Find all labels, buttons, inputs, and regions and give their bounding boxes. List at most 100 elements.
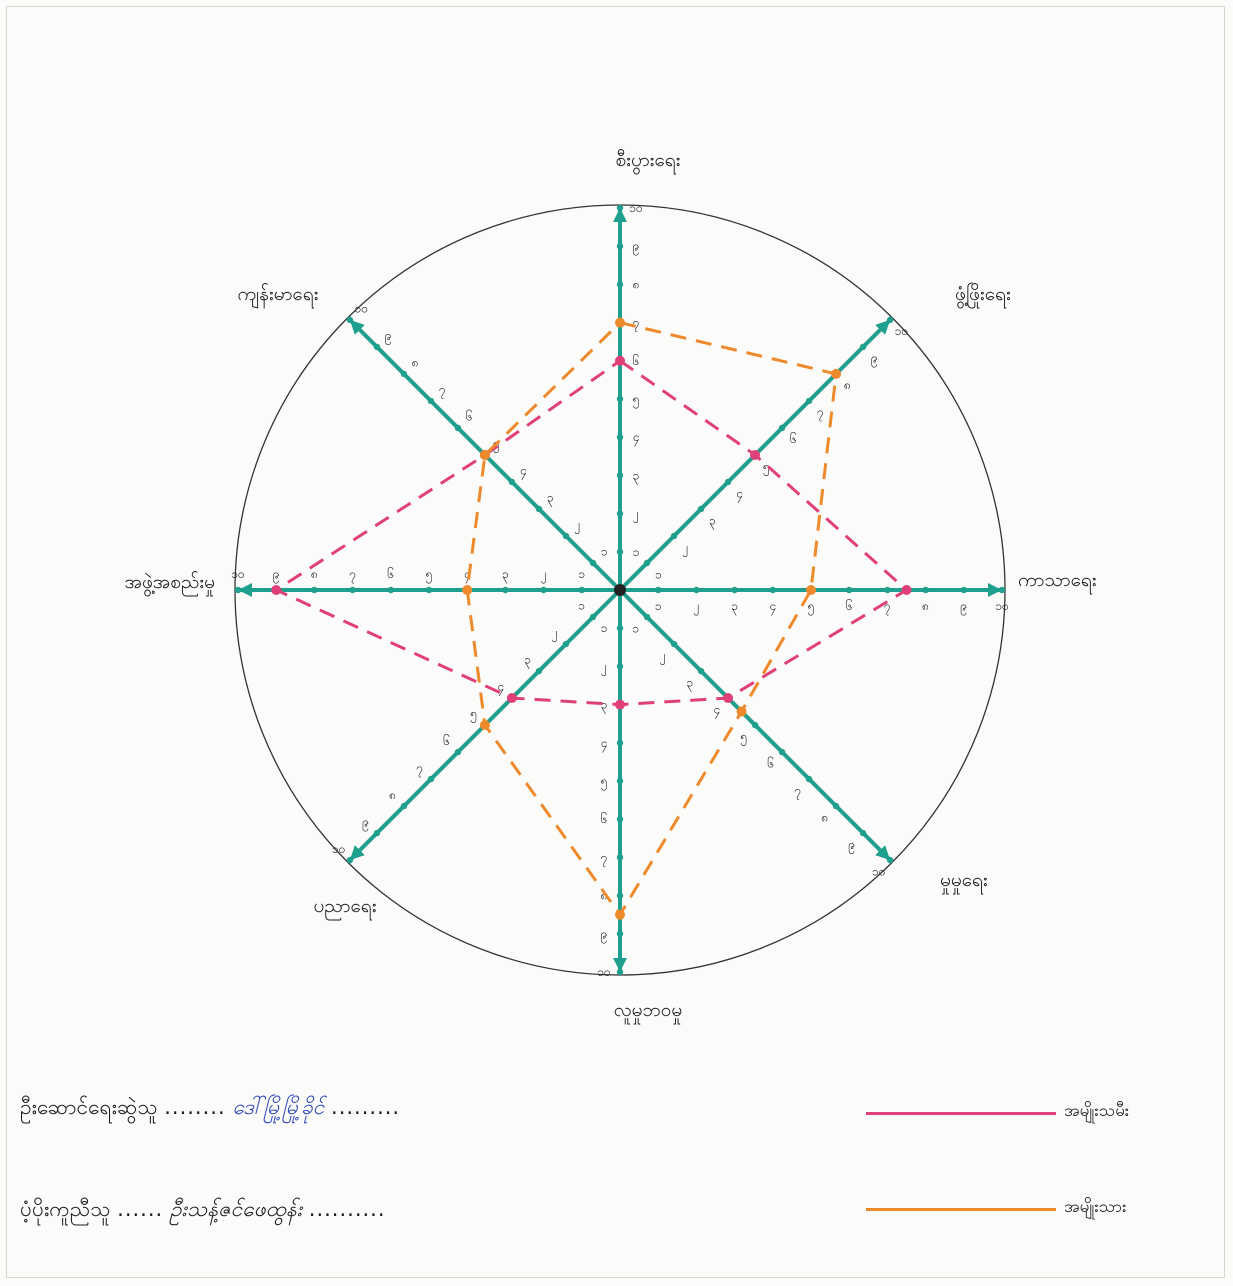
tick-label-7-7: ၇ bbox=[439, 383, 446, 400]
axis-tick-7-1 bbox=[589, 559, 597, 567]
tick-label-0-5: ၅ bbox=[633, 392, 640, 409]
tick-label-5-5: ၅ bbox=[470, 707, 477, 724]
axis-tick-3-7 bbox=[805, 775, 813, 783]
tick-label-7-6: ၆ bbox=[466, 409, 473, 424]
axis-arrow-7 bbox=[349, 319, 365, 335]
axis-tick-0-1 bbox=[616, 548, 624, 555]
axis-label-5: ပညာရေး bbox=[313, 895, 376, 921]
axis-tick-7-6 bbox=[454, 424, 462, 432]
tick-label-2-3: ၃ bbox=[731, 599, 738, 616]
tick-label-0-1: ၁ bbox=[633, 545, 640, 559]
tick-label-2-9: ၉ bbox=[960, 599, 967, 616]
tick-label-1-6: ၆ bbox=[790, 431, 797, 446]
series-point-0-5 bbox=[506, 693, 517, 704]
tick-label-1-2: ၂ bbox=[682, 540, 688, 557]
tick-label-4-7: ၇ bbox=[601, 850, 608, 867]
tick-label-5-4: ၄ bbox=[497, 680, 504, 697]
tick-label-6-2: ၂ bbox=[541, 567, 547, 584]
axis-arrow-1 bbox=[875, 319, 891, 335]
tick-label-7-8: ၈ bbox=[412, 356, 419, 370]
tick-label-0-2: ၂ bbox=[633, 507, 639, 524]
axis-tick-4-6 bbox=[616, 816, 624, 823]
supporter-dots-b: .......... bbox=[308, 1197, 386, 1221]
axis-tick-2-4 bbox=[769, 586, 776, 594]
tick-label-1-5: ၅ bbox=[763, 459, 770, 476]
axis-tick-4-1 bbox=[616, 625, 624, 632]
tick-label-1-7: ၇ bbox=[817, 405, 824, 422]
axis-tick-1-9 bbox=[859, 343, 867, 351]
tick-label-2-2: ၂ bbox=[693, 599, 699, 616]
axis-tick-6-2 bbox=[540, 586, 547, 594]
axis-arrow-0 bbox=[613, 208, 627, 222]
axis-tick-2-1 bbox=[655, 586, 662, 594]
axis-tick-4-4 bbox=[616, 739, 624, 746]
axis-tick-2-7 bbox=[884, 586, 891, 594]
axis-tick-0-10 bbox=[616, 204, 624, 212]
tick-label-7-1: ၁ bbox=[601, 545, 608, 559]
axis-tick-2-8 bbox=[922, 586, 929, 594]
axis-tick-5-10 bbox=[346, 856, 354, 864]
series-point-1-2 bbox=[806, 585, 816, 595]
tick-label-5-7: ၇ bbox=[416, 761, 423, 778]
axis-tick-0-5 bbox=[616, 395, 624, 403]
tick-label-0-8: ၈ bbox=[633, 277, 640, 291]
axis-tick-6-10 bbox=[234, 586, 242, 594]
axis-label-1: ဖွံ့ဖြိုးရေး bbox=[955, 281, 1011, 309]
tick-label-2-5: ၅ bbox=[808, 599, 815, 616]
axis-tick-6-6 bbox=[387, 586, 394, 594]
tick-label-1-10: ၁၀ bbox=[895, 324, 909, 338]
tick-label-5-1: ၁ bbox=[578, 599, 585, 613]
tick-label-1-1: ၁ bbox=[655, 567, 662, 581]
footer-row-leader: ဦးဆောင်ရေးဆွဲသူ ........ ဒေါ်မြို့မြို့ခ… bbox=[20, 1094, 400, 1125]
tick-label-2-1: ၁ bbox=[655, 599, 662, 613]
supporter-name: ဦးသန့်ဇင်ဖေထွန်း bbox=[169, 1197, 303, 1221]
legend-item-female: အမျိုးသမီး bbox=[862, 1098, 1202, 1128]
axis-tick-5-1 bbox=[589, 613, 597, 621]
tick-label-4-6: ၆ bbox=[601, 811, 608, 826]
axis-tick-2-10 bbox=[998, 586, 1006, 594]
axis-tick-1-10 bbox=[886, 316, 894, 324]
leader-label: ဦးဆောင်ရေးဆွဲသူ bbox=[20, 1095, 158, 1119]
axis-tick-5-6 bbox=[454, 748, 462, 756]
axis-tick-7-8 bbox=[400, 370, 408, 378]
tick-label-5-6: ၆ bbox=[443, 733, 450, 748]
series-point-0-2 bbox=[901, 585, 912, 595]
leader-name: ဒေါ်မြို့မြို့ခိုင် bbox=[232, 1095, 325, 1119]
tick-label-1-9: ၉ bbox=[871, 351, 878, 368]
series-point-0-0 bbox=[615, 355, 625, 366]
series-layer bbox=[271, 317, 912, 920]
axis-tick-4-9 bbox=[616, 930, 624, 937]
series-point-1-7 bbox=[479, 449, 490, 460]
axis-tick-7-2 bbox=[562, 532, 570, 540]
axis-arrow-5 bbox=[349, 845, 365, 861]
tick-label-4-5: ၅ bbox=[601, 774, 608, 791]
tick-label-2-8: ၈ bbox=[922, 599, 929, 613]
axis-tick-2-9 bbox=[960, 586, 967, 594]
axis-label-6: အဖွဲ့အစည်းမှု bbox=[125, 570, 215, 597]
axis-tick-7-4 bbox=[508, 478, 516, 486]
tick-label-6-3: ၃ bbox=[502, 567, 509, 584]
axis-tick-7-9 bbox=[373, 343, 381, 351]
series-point-1-3 bbox=[736, 706, 747, 717]
series-point-1-0 bbox=[615, 317, 625, 328]
axis-tick-7-3 bbox=[535, 505, 543, 513]
axis-tick-3-9 bbox=[859, 829, 867, 837]
axis-tick-0-8 bbox=[616, 281, 624, 288]
tick-label-0-6: ၆ bbox=[633, 353, 640, 368]
axis-tick-1-2 bbox=[670, 532, 678, 540]
series-point-0-1 bbox=[750, 449, 761, 460]
tick-label-0-4: ၄ bbox=[633, 430, 640, 447]
tick-label-7-3: ၃ bbox=[547, 491, 554, 508]
series-point-1-6 bbox=[462, 585, 473, 595]
axis-tick-3-8 bbox=[832, 802, 840, 810]
axis-tick-6-3 bbox=[502, 586, 509, 594]
axis-tick-6-7 bbox=[349, 586, 356, 594]
sheet-border bbox=[6, 6, 1225, 1278]
tick-label-6-7: ၇ bbox=[349, 567, 356, 584]
axis-tick-5-2 bbox=[562, 640, 570, 648]
tick-label-3-8: ၈ bbox=[821, 810, 828, 824]
tick-label-6-10: ၁၀ bbox=[231, 567, 245, 581]
axis-tick-1-1 bbox=[643, 559, 651, 567]
